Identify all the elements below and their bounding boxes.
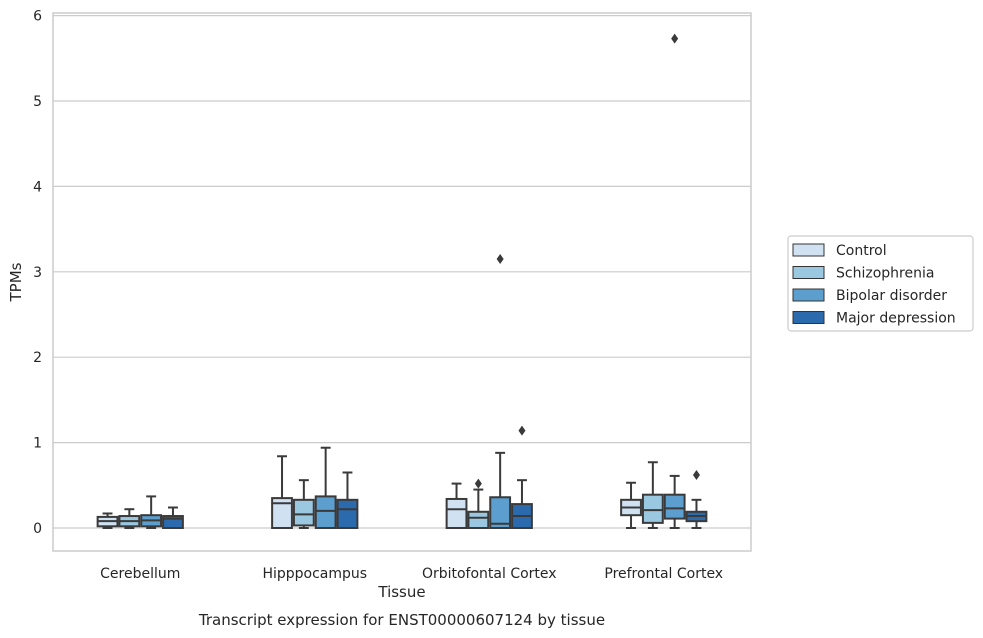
outlier-point [496,253,504,264]
outlier-point [518,425,526,436]
box [336,471,359,529]
box-body [663,493,686,520]
x-tick-label: Prefrontal Cortex [604,566,723,582]
legend-entry-label: Schizophrenia [836,266,934,282]
y-tick-label: 2 [33,350,42,366]
y-tick-label: 6 [33,9,42,25]
box [489,253,512,530]
legend-swatch [792,311,825,324]
legend-swatch [792,243,825,257]
box-series [96,33,708,530]
series-0 [96,455,642,529]
legend: Control Schizophrenia Bipolar disorder Majo… [787,235,974,332]
box-body [162,515,184,530]
legend-frame [787,235,974,332]
box [620,481,642,529]
box [685,470,708,529]
box-body [336,498,359,529]
box [140,495,163,529]
box-body [292,498,315,527]
box [511,425,533,530]
box-body [314,495,337,530]
y-tick-label: 4 [33,179,42,195]
x-tick-label: Cerebellum [100,566,180,582]
box [445,482,468,529]
y-axis-label: TPMs [7,262,25,302]
y-tick-label: 5 [33,94,42,110]
series-2 [140,33,686,530]
series-3 [162,425,708,530]
plot-area-frame [52,12,752,552]
box-body [489,496,512,530]
box-body [467,510,490,529]
y-tick-label: 1 [33,436,42,452]
outlier-point [474,478,482,489]
box [663,33,686,529]
box-body [445,497,468,529]
box [96,512,119,529]
box-body [641,493,664,524]
gridlines [53,14,751,529]
box [118,508,141,529]
legend-entry-label: Bipolar disorder [836,288,947,304]
legend-entry-label: Major depression [836,311,956,327]
x-axis-ticks: Cerebellum Hipppocampus Orbitofontal Corte… [100,566,723,582]
series-1 [118,461,664,529]
y-tick-label: 0 [33,521,42,537]
box-body [271,497,293,529]
legend-swatch [792,288,825,302]
y-tick-label: 3 [33,265,42,281]
box [271,455,293,529]
outlier-point [671,33,679,44]
box [292,479,315,529]
box [467,478,490,529]
box [314,446,337,530]
x-tick-label: Hipppocampus [262,566,367,582]
legend-entry-label: Control [836,243,887,259]
legend-swatch [792,266,825,279]
chart-caption: Transcript expression for ENST0000060712… [198,611,605,629]
box [162,506,184,530]
outlier-point [692,470,700,481]
x-axis-label: Tissue [377,583,425,601]
y-axis-ticks: 0 1 2 3 4 5 6 [33,9,42,537]
box [641,461,664,529]
x-tick-label: Orbitofontal Cortex [422,566,557,582]
